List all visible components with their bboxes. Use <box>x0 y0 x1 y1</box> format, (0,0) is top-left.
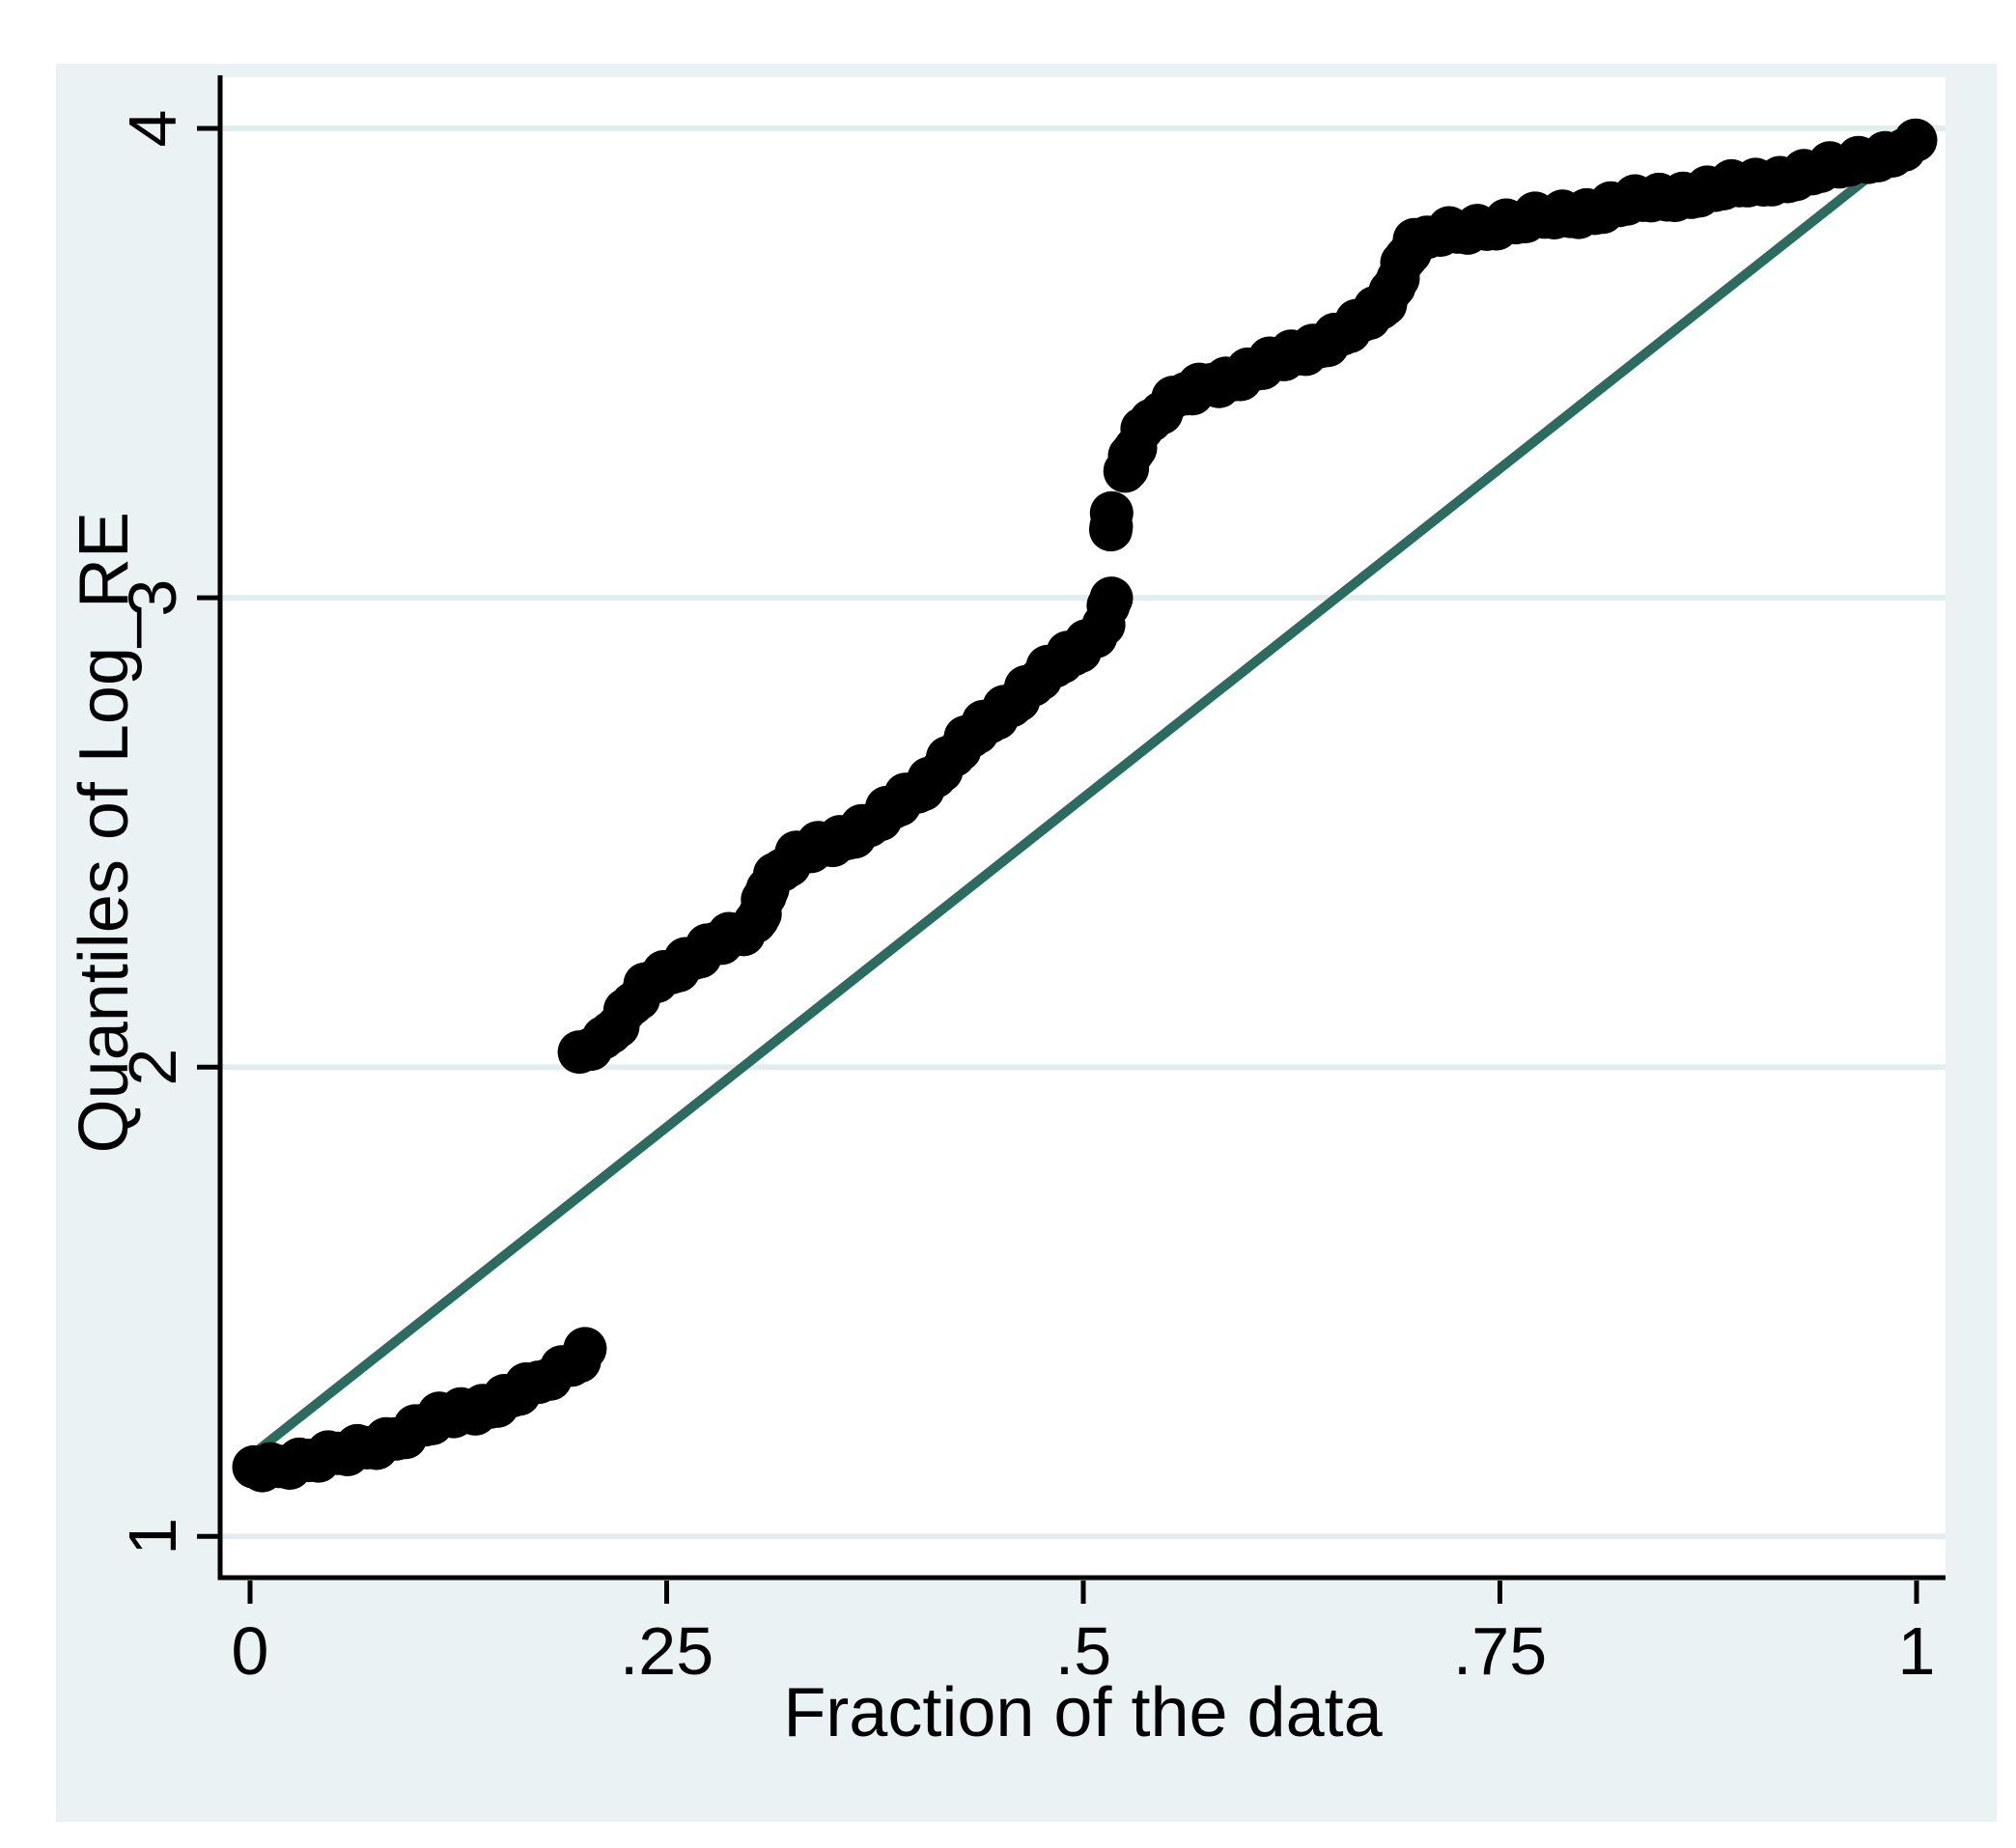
x-tick-label-1: 1 <box>1898 1613 1936 1689</box>
y-tick-label-2: 2 <box>115 1049 190 1086</box>
plot-area <box>220 77 1946 1576</box>
reference-line <box>248 140 1914 1459</box>
x-tick-label-.75: .75 <box>1453 1613 1547 1689</box>
data-point <box>1089 576 1134 621</box>
data-points <box>232 118 1938 1493</box>
x-tick-label-0: 0 <box>232 1613 269 1689</box>
x-tick-label-.5: .5 <box>1055 1613 1111 1689</box>
x-axis-title: Fraction of the data <box>783 1674 1383 1751</box>
data-point <box>1089 490 1134 535</box>
y-tick-label-4: 4 <box>115 110 190 148</box>
y-axis-title: Quantiles of Log_RE <box>66 512 143 1153</box>
data-point <box>563 1327 607 1371</box>
data-point <box>1893 118 1938 162</box>
x-tick-label-.25: .25 <box>620 1613 714 1689</box>
y-tick-label-3: 3 <box>115 579 190 617</box>
y-tick-label-1: 1 <box>115 1518 190 1555</box>
